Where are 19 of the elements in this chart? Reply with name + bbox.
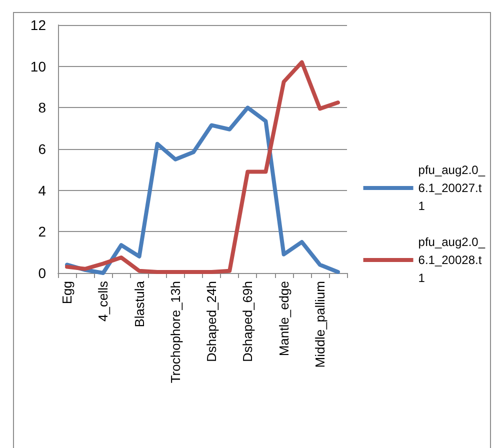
x-tick-label: Middle_pallium bbox=[312, 281, 328, 368]
x-tick-label: Trochophore_13h bbox=[168, 281, 183, 384]
y-tick-label: 8 bbox=[38, 100, 46, 116]
y-tick-label: 0 bbox=[38, 265, 46, 281]
x-tick-label: Blastula bbox=[132, 280, 147, 328]
x-tick-label: Egg bbox=[60, 281, 75, 304]
y-tick-label: 6 bbox=[38, 141, 46, 157]
x-tick-label: Mantle_edge bbox=[276, 281, 292, 356]
x-tick-label: Dshaped_69h bbox=[240, 281, 256, 362]
line-series bbox=[65, 60, 340, 274]
legend-label: pfu_aug2.0_6.1_20027.t1 bbox=[418, 163, 486, 213]
legend-label: pfu_aug2.0_6.1_20028.t1 bbox=[418, 235, 486, 285]
y-tick-label: 12 bbox=[30, 17, 46, 33]
x-tick-label: 4_cells bbox=[96, 280, 111, 322]
line-series bbox=[65, 106, 340, 275]
y-tick-label: 10 bbox=[30, 58, 46, 74]
y-tick-label: 2 bbox=[38, 224, 46, 240]
y-tick-label: 4 bbox=[38, 182, 46, 198]
x-tick-label: Dshaped_24h bbox=[204, 281, 220, 362]
